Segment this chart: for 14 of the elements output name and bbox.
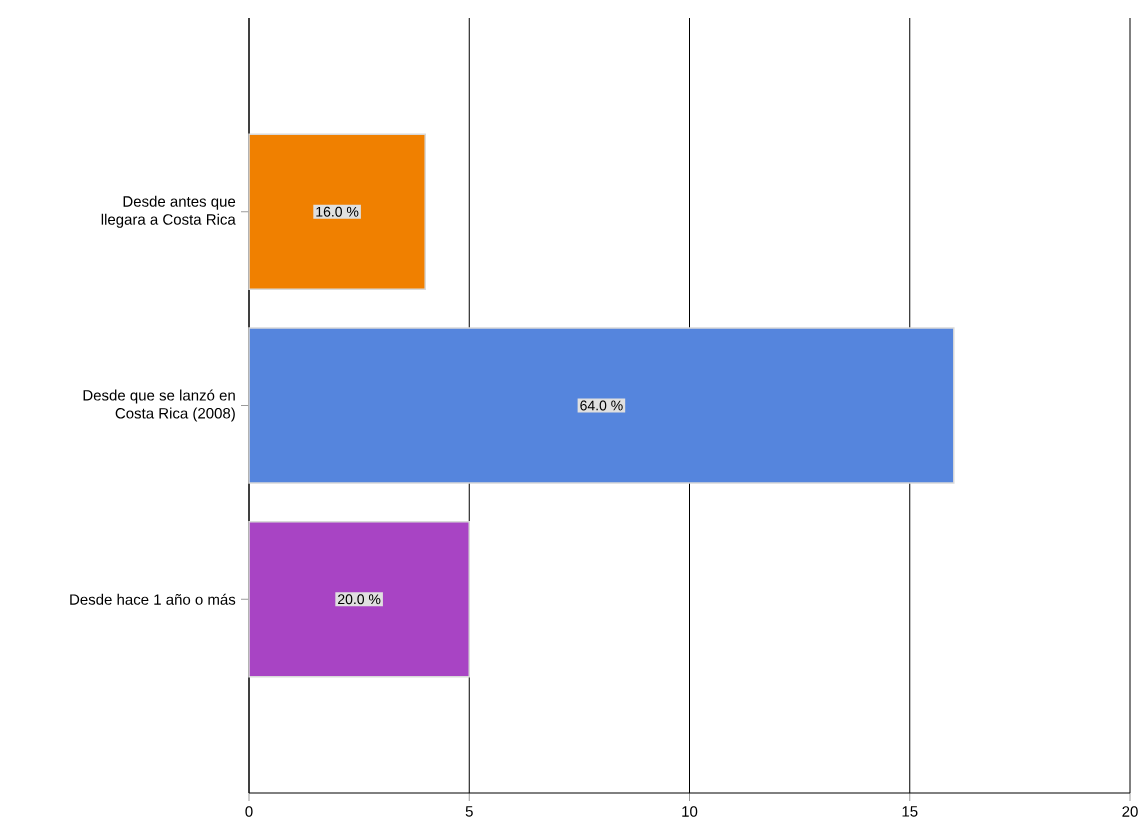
- x-tick-label: 15: [902, 806, 918, 817]
- x-tick-label: 0: [245, 806, 253, 817]
- y-tick-label: Desde hace 1 año o más: [70, 593, 236, 605]
- x-tick-label: 10: [682, 806, 698, 817]
- annotation: 16.0 %: [316, 206, 359, 217]
- x-tick-label: 5: [465, 806, 473, 817]
- bar: [248, 133, 426, 290]
- bar: [248, 327, 955, 484]
- annotation: 20.0 %: [338, 594, 381, 605]
- x-tick-label: 20: [1122, 806, 1138, 817]
- bar: [248, 521, 470, 678]
- y-tick-label: Desde que se lanzó en Costa Rica (2008): [83, 389, 235, 422]
- y-tick-label: Desde antes que llegara a Costa Rica: [101, 195, 236, 228]
- annotation: 64.0 %: [580, 400, 623, 411]
